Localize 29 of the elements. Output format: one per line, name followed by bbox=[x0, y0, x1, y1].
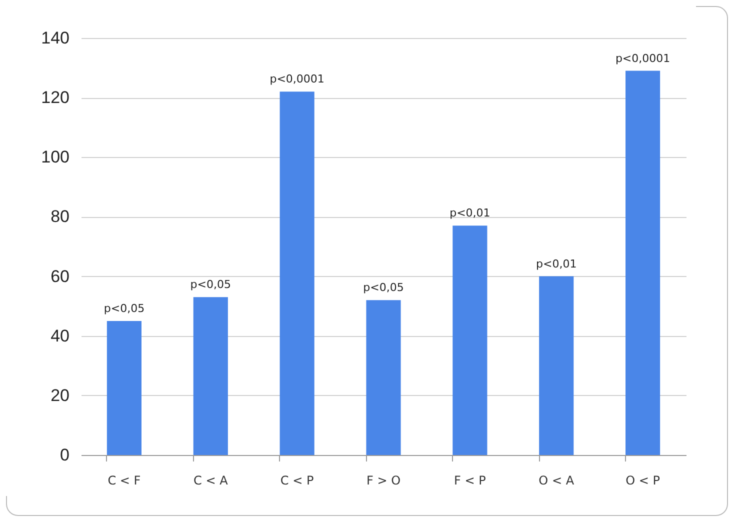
bar bbox=[366, 300, 401, 455]
data-label: p<0,01 bbox=[536, 257, 577, 270]
data-label: p<0,05 bbox=[363, 281, 404, 294]
bar bbox=[193, 297, 228, 455]
y-tick-label: 60 bbox=[50, 266, 70, 286]
data-label: p<0,0001 bbox=[270, 72, 324, 86]
y-tick-label: 20 bbox=[50, 386, 70, 405]
data-label: p<0,01 bbox=[450, 206, 490, 220]
y-tick-label: 120 bbox=[41, 88, 70, 108]
x-tick-label: C < A bbox=[194, 474, 229, 488]
x-tick-label: O < A bbox=[538, 474, 575, 488]
y-tick-label: 100 bbox=[41, 148, 70, 167]
y-tick-label: 80 bbox=[50, 207, 70, 226]
bar bbox=[452, 226, 488, 455]
data-label: p<0,05 bbox=[104, 302, 145, 315]
y-tick-label: 0 bbox=[60, 446, 70, 464]
x-tick-label: O < P bbox=[626, 474, 660, 488]
x-tick-label: C < P bbox=[280, 474, 314, 488]
x-tick-label: F > O bbox=[366, 474, 401, 488]
y-tick-label: 40 bbox=[50, 326, 70, 346]
bar bbox=[539, 276, 574, 455]
bar bbox=[280, 92, 314, 455]
data-label: p<0,0001 bbox=[615, 52, 670, 65]
data-label: p<0,05 bbox=[190, 278, 231, 292]
x-tick-label: F < P bbox=[454, 474, 486, 488]
x-tick-label: C < F bbox=[108, 474, 141, 488]
y-tick-label: 140 bbox=[41, 28, 70, 48]
bar bbox=[626, 70, 660, 455]
bar bbox=[106, 320, 142, 455]
